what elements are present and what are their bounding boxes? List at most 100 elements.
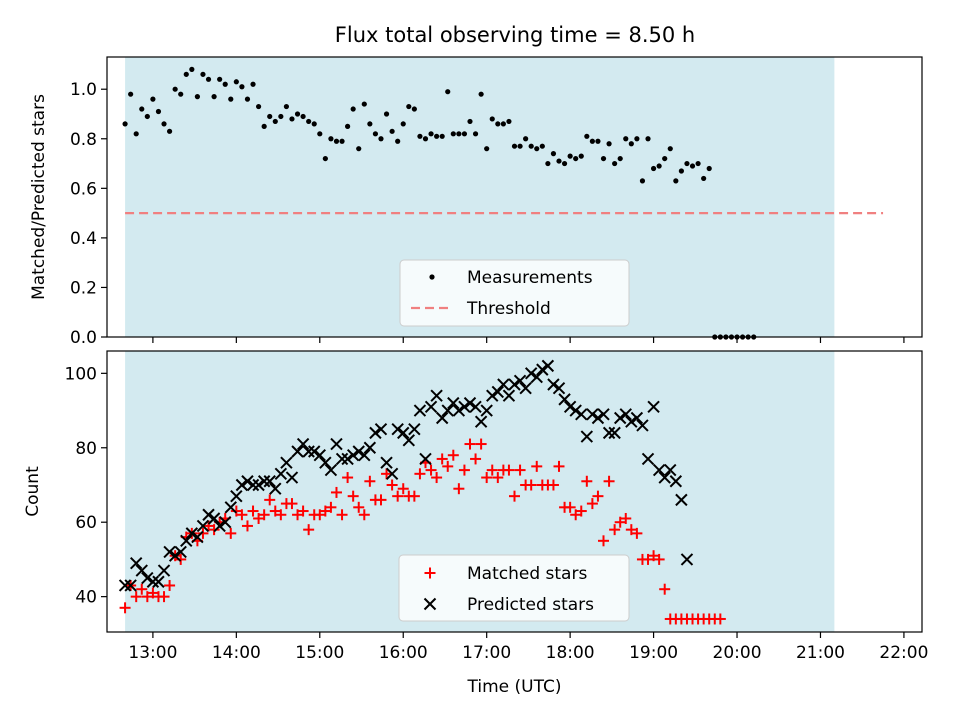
predicted-star-point <box>335 452 349 466</box>
measurement-point <box>278 113 284 120</box>
measurement-point <box>361 101 367 107</box>
matched-star-point <box>164 579 176 591</box>
predicted-star-point <box>491 385 505 399</box>
matched-star-point <box>375 494 387 506</box>
xtick-label: 14:00 <box>212 643 261 663</box>
predicted-star-point <box>118 579 132 592</box>
matched-star-point <box>408 490 420 502</box>
ratio-panel-frame <box>106 56 923 338</box>
predicted-star-point <box>235 478 249 492</box>
predicted-star-point <box>274 467 288 481</box>
predicted-star-point <box>263 475 276 488</box>
count-panel-ylabel: Count <box>23 466 43 517</box>
measurement-point <box>656 163 662 169</box>
matched-star-point <box>203 520 215 532</box>
measurement-point <box>128 91 134 97</box>
xtick-label: 21:00 <box>796 643 845 663</box>
predicted-star-point <box>369 426 382 440</box>
xtick-label: 20:00 <box>713 643 762 663</box>
matched-star-point <box>225 527 237 539</box>
measurement-point <box>345 123 351 129</box>
matched-star-point <box>453 483 465 495</box>
measurement-point <box>161 121 167 127</box>
predicted-star-point <box>180 534 193 548</box>
measurement-point <box>628 141 634 147</box>
predicted-star-point <box>508 378 521 391</box>
predicted-star-point <box>135 564 148 577</box>
predicted-star-point <box>452 404 466 417</box>
matched-star-point <box>581 475 593 487</box>
predicted-star-point <box>630 411 644 425</box>
predicted-star-point <box>502 389 516 402</box>
count-panel: 40 60 80 100 13:00 14:00 15:00 16:00 17:00 18:00… <box>23 350 928 697</box>
measurement-point <box>667 146 673 152</box>
measurement-point <box>183 71 189 77</box>
measurement-point <box>122 121 128 127</box>
predicted-star-point <box>196 519 210 533</box>
predicted-star-point <box>168 549 182 562</box>
ratio-ytick-label: 0.4 <box>70 229 97 249</box>
matched-star-point <box>598 535 610 547</box>
predicted-star-point <box>296 437 310 451</box>
matched-star-point <box>236 509 248 521</box>
matched-star-point <box>525 479 537 491</box>
predicted-star-point <box>174 545 187 559</box>
predicted-star-point <box>575 408 588 421</box>
measurement-point <box>701 175 707 182</box>
predicted-star-point <box>597 408 610 421</box>
predicted-star-point <box>569 404 582 417</box>
matched-star-point <box>147 587 159 599</box>
predicted-star-point <box>463 396 477 410</box>
matched-star-point <box>659 583 671 595</box>
measurement-point <box>678 168 684 174</box>
matched-star-point <box>397 483 409 495</box>
measurement-point <box>133 131 139 137</box>
measurement-point <box>706 165 712 172</box>
matched-star-point <box>425 464 437 476</box>
matched-star-point <box>325 501 337 513</box>
predicted-star-point <box>486 389 499 402</box>
measurement-point <box>294 111 301 117</box>
measurement-point <box>612 160 618 167</box>
measurement-point <box>222 81 228 87</box>
predicted-star-point <box>636 419 649 432</box>
predicted-star-point <box>664 463 677 477</box>
predicted-star-point <box>341 452 354 466</box>
matched-star-point <box>197 527 209 539</box>
matched-star-point <box>648 550 660 562</box>
legend-predicted-stars-symbol <box>423 597 437 611</box>
matched-star-point <box>269 505 281 517</box>
predicted-star-point <box>163 545 176 559</box>
measurement-point <box>484 146 490 152</box>
measurement-point <box>662 155 668 162</box>
predicted-star-point <box>213 519 226 533</box>
measurement-point <box>383 111 390 117</box>
matched-star-point <box>458 464 470 476</box>
predicted-star-point <box>413 404 427 417</box>
predicted-star-point <box>625 415 638 428</box>
matched-star-point <box>570 509 582 521</box>
matched-star-point <box>336 509 348 521</box>
predicted-star-point <box>541 359 555 373</box>
matched-star-point <box>447 449 459 461</box>
measurement-point <box>389 128 395 134</box>
xtick-label: 19:00 <box>629 643 678 663</box>
matched-star-point <box>253 512 265 524</box>
measurement-point <box>178 91 184 97</box>
predicted-star-point <box>591 411 605 425</box>
matched-star-point <box>230 505 242 517</box>
matched-star-point <box>330 486 342 498</box>
x-axis-label: Time (UTC) <box>467 677 562 697</box>
measurement-point <box>500 121 506 127</box>
predicted-star-point <box>552 382 566 395</box>
measurement-point <box>567 153 573 159</box>
predicted-star-point <box>230 489 243 503</box>
predicted-star-point <box>524 367 538 380</box>
predicted-star-point <box>497 378 510 391</box>
matched-star-point <box>586 498 598 510</box>
measurement-point <box>205 76 212 82</box>
predicted-star-point <box>241 475 254 488</box>
measurement-point <box>339 138 345 144</box>
predicted-star-point <box>563 400 577 414</box>
predicted-star-point <box>619 408 632 421</box>
